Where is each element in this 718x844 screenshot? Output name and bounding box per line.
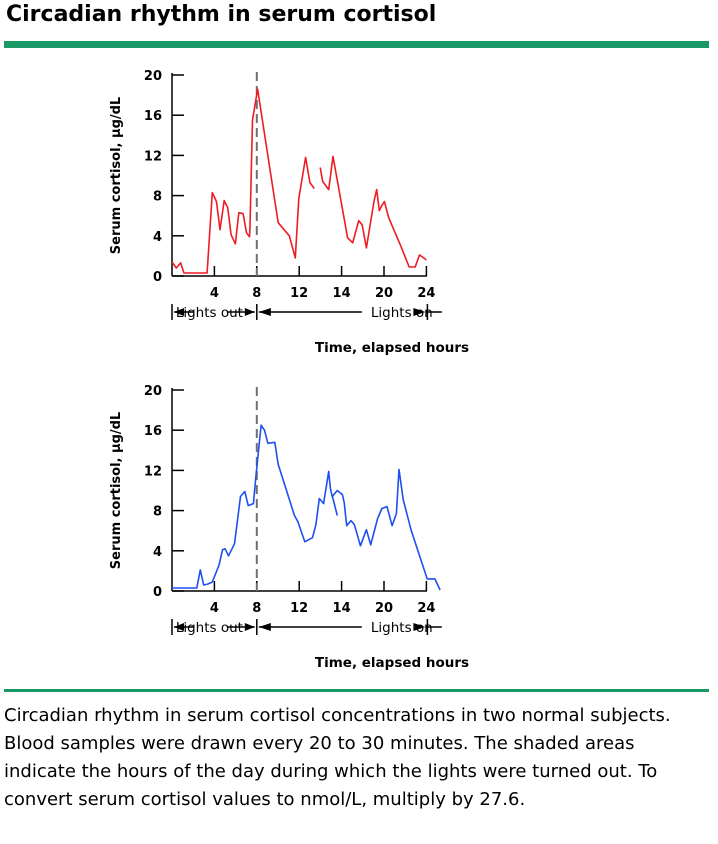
- footer-divider: [4, 689, 709, 692]
- arrow-head: [244, 308, 255, 316]
- chart-svg-2: 0 4 8 12 16 20 4 8 12 14 20 24 Serum cortisol, µg/dL…: [109, 384, 469, 671]
- x-tick-label: 4: [210, 601, 219, 616]
- arrow-head: [174, 623, 184, 631]
- series-line: [331, 495, 339, 516]
- y-axis-title: Serum cortisol, µg/dL: [109, 412, 124, 569]
- arrow-head: [258, 308, 271, 316]
- y-tick-label: 20: [144, 69, 162, 84]
- y-tick-label: 8: [153, 190, 162, 205]
- y-axis-title: Serum cortisol, µg/dL: [109, 97, 124, 254]
- y-tick-label: 4: [153, 545, 162, 560]
- series-line: [319, 155, 427, 268]
- arrow-head: [174, 308, 184, 316]
- x-tick-label: 24: [417, 286, 435, 301]
- y-tick-label: 20: [144, 384, 162, 399]
- lights-out-label: Lights out: [176, 305, 243, 321]
- x-tick-label: 8: [252, 601, 261, 616]
- y-tick-label: 0: [153, 270, 162, 285]
- y-tick-label: 16: [144, 424, 162, 439]
- y-tick-label: 8: [153, 505, 162, 520]
- arrow-head: [258, 623, 271, 631]
- cortisol-chart-2: 0 4 8 12 16 20 4 8 12 14 20 24 Serum cortisol, µg/dL…: [0, 375, 718, 680]
- x-tick-label: 14: [333, 601, 351, 616]
- y-tick-label: 4: [153, 230, 162, 245]
- x-tick-label: 14: [333, 286, 351, 301]
- x-tick-label: 12: [290, 286, 308, 301]
- arrow-head: [413, 623, 426, 631]
- x-tick-label: 20: [375, 601, 393, 616]
- x-tick-label: 24: [417, 601, 435, 616]
- x-tick-label: 4: [210, 286, 219, 301]
- y-tick-label: 12: [144, 149, 162, 164]
- cortisol-chart-1: 0 4 8 12 16 20 4 8 12 14 20 24 Serum cortisol, µg/dL…: [0, 60, 718, 365]
- y-tick-label: 0: [153, 585, 162, 600]
- x-tick-label: 12: [290, 601, 308, 616]
- lights-out-label: Lights out: [176, 620, 243, 636]
- chart-svg-1: 0 4 8 12 16 20 4 8 12 14 20 24 Serum cortisol, µg/dL…: [109, 69, 469, 356]
- y-tick-label: 16: [144, 109, 162, 124]
- arrow-head: [413, 308, 426, 316]
- series-line: [172, 424, 441, 591]
- lights-on-label: Lights on: [371, 305, 433, 321]
- lights-on-label: Lights on: [371, 620, 433, 636]
- arrow-head: [244, 623, 255, 631]
- series-line: [171, 88, 315, 274]
- y-tick-label: 12: [144, 464, 162, 479]
- header-divider: [4, 41, 709, 48]
- x-axis-title: Time, elapsed hours: [315, 340, 469, 356]
- page-title: Circadian rhythm in serum cortisol: [6, 2, 437, 27]
- figure-caption: Circadian rhythm in serum cortisol conce…: [4, 705, 671, 810]
- x-tick-label: 20: [375, 286, 393, 301]
- x-tick-label: 8: [252, 286, 261, 301]
- x-axis-title: Time, elapsed hours: [315, 655, 469, 671]
